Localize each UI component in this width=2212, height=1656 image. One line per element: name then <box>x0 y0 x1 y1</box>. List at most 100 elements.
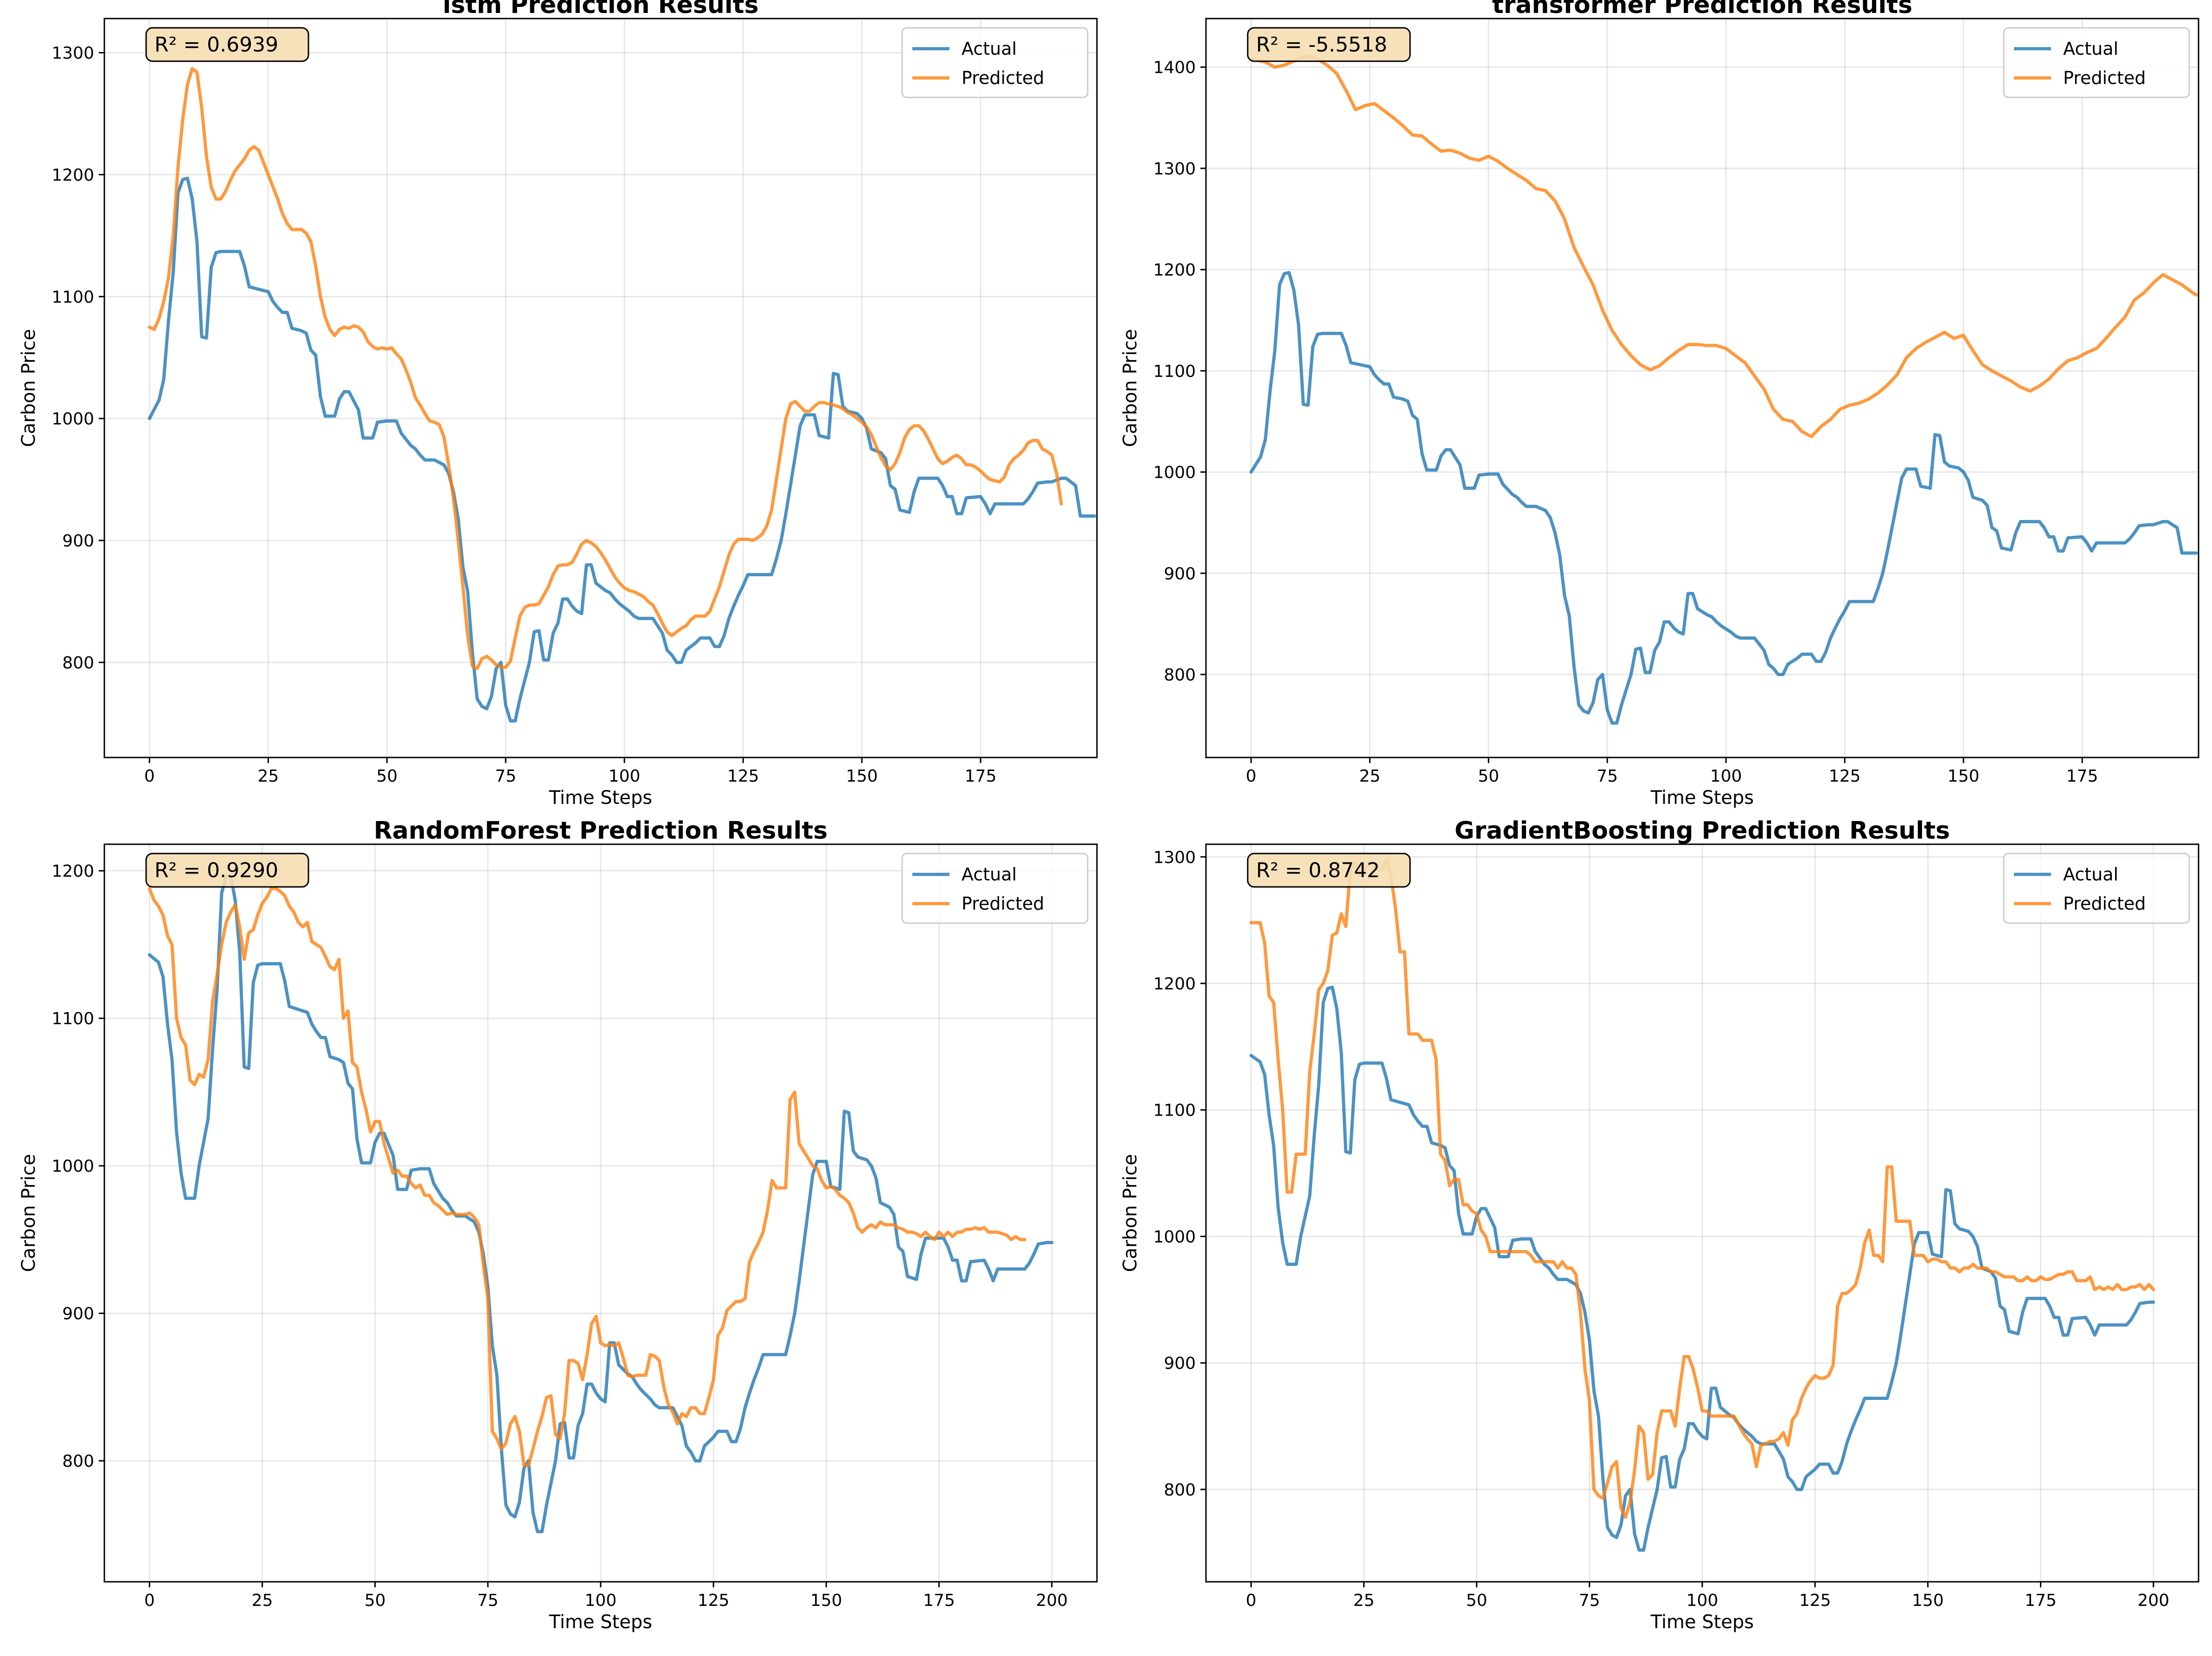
subplot-3: 0 25 50 75 100 125 150 175 200 800 900 1000 1100 1200… <box>18 817 1098 1633</box>
x-tick-label: 200 <box>2137 1591 2169 1610</box>
x-tick-label: 75 <box>477 1591 499 1610</box>
y-tick-label: 1000 <box>1153 1227 1196 1246</box>
x-tick-label: 175 <box>2025 1591 2057 1610</box>
x-tick-label: 25 <box>1353 1591 1375 1610</box>
x-tick-label: 75 <box>495 767 516 786</box>
series-line-actual <box>147 176 1096 723</box>
series-line-predicted <box>1249 858 2155 1519</box>
series-line-predicted <box>147 886 1026 1467</box>
x-tick-label: 100 <box>1710 767 1742 786</box>
r2-annotation-box <box>1247 853 1411 888</box>
x-tick-label: 175 <box>923 1591 955 1610</box>
x-tick-label: 50 <box>1478 767 1499 786</box>
x-tick-label: 150 <box>810 1591 842 1610</box>
legend-label-actual: Actual <box>962 864 1017 885</box>
r2-annotation-box <box>1247 27 1411 62</box>
legend: Actual Predicted <box>901 27 1089 98</box>
series-line-actual <box>1249 271 2198 725</box>
legend-frame <box>2003 27 2190 98</box>
plot-area <box>104 844 1097 1582</box>
x-axis-label: Time Steps <box>549 1611 653 1633</box>
x-tick-label: 125 <box>1799 1591 1831 1610</box>
x-tick-label: 150 <box>1948 767 1980 786</box>
y-tick-label: 1300 <box>1153 848 1196 867</box>
x-tick-label: 0 <box>144 1591 155 1610</box>
x-axis-label: Time Steps <box>1650 787 1754 809</box>
x-tick-label: 25 <box>252 1591 273 1610</box>
x-tick-label: 200 <box>1036 1591 1068 1610</box>
x-tick-label: 0 <box>1246 767 1257 786</box>
legend-frame <box>901 27 1089 98</box>
legend-label-actual: Actual <box>962 39 1017 59</box>
y-tick-label: 1200 <box>51 862 94 881</box>
subplot-title: transformer Prediction Results <box>1492 0 1912 19</box>
legend-frame <box>2003 853 2190 924</box>
y-tick-label: 1100 <box>51 1009 94 1028</box>
subplot-4: 0 25 50 75 100 125 150 175 200 800 900 1000 1100 1200… <box>1120 817 2199 1633</box>
y-axis-label: Carbon Price <box>18 329 39 447</box>
y-tick-label: 900 <box>62 1304 94 1323</box>
r2-annotation-text: R² = 0.6939 <box>154 33 278 57</box>
x-tick-label: 175 <box>965 767 997 786</box>
legend-label-actual: Actual <box>2063 39 2118 59</box>
subplot-title: lstm Prediction Results <box>442 0 758 19</box>
legend-frame <box>901 853 1089 924</box>
legend-label-predicted: Predicted <box>2063 893 2146 914</box>
y-tick-label: 1100 <box>51 288 94 307</box>
y-tick-label: 1000 <box>1153 463 1196 482</box>
x-tick-label: 150 <box>1912 1591 1944 1610</box>
y-tick-label: 1100 <box>1153 362 1196 381</box>
y-tick-label: 1300 <box>1153 160 1196 179</box>
x-axis-label: Time Steps <box>549 787 653 809</box>
subplot-2: 0 25 50 75 100 125 150 175 800 900 1000 1100 1200 130… <box>1120 0 2199 809</box>
series-line-actual <box>1249 985 2155 1552</box>
subplot-1: 0 25 50 75 100 125 150 175 800 900 1000 1100 1200 130… <box>18 0 1098 809</box>
x-tick-label: 100 <box>609 767 641 786</box>
x-tick-label: 125 <box>1829 767 1861 786</box>
x-tick-label: 50 <box>1466 1591 1487 1610</box>
legend-label-predicted: Predicted <box>962 68 1044 88</box>
r2-annotation-text: R² = -5.5518 <box>1256 33 1387 57</box>
series-line-predicted <box>147 67 1063 670</box>
y-tick-label: 800 <box>62 654 94 673</box>
r2-annotation-text: R² = 0.8742 <box>1256 859 1380 882</box>
y-tick-label: 1200 <box>1153 261 1196 280</box>
y-tick-label: 800 <box>1164 666 1196 685</box>
legend-label-predicted: Predicted <box>962 893 1044 914</box>
legend-label-actual: Actual <box>2063 864 2118 885</box>
y-tick-label: 800 <box>1164 1481 1196 1500</box>
y-tick-label: 1100 <box>1153 1101 1196 1120</box>
axes-frame <box>1205 18 2199 758</box>
r2-annotation-box <box>145 853 309 888</box>
x-tick-label: 150 <box>846 767 878 786</box>
x-tick-label: 125 <box>698 1591 730 1610</box>
x-tick-label: 125 <box>727 767 759 786</box>
y-axis-label: Carbon Price <box>1120 329 1141 447</box>
x-tick-label: 100 <box>585 1591 617 1610</box>
subplot-title: GradientBoosting Prediction Results <box>1455 817 1950 845</box>
x-tick-label: 0 <box>1246 1591 1257 1610</box>
x-tick-label: 0 <box>144 767 155 786</box>
y-axis-label: Carbon Price <box>18 1154 39 1272</box>
plot-area <box>104 19 1097 757</box>
y-tick-label: 900 <box>62 532 94 551</box>
x-tick-label: 50 <box>376 767 398 786</box>
plot-area <box>1206 844 2199 1582</box>
y-tick-label: 900 <box>1164 565 1196 584</box>
x-tick-label: 100 <box>1686 1591 1718 1610</box>
x-axis-label: Time Steps <box>1650 1611 1754 1633</box>
x-tick-label: 50 <box>365 1591 386 1610</box>
y-tick-label: 1200 <box>51 166 94 185</box>
y-tick-label: 1200 <box>1153 975 1196 994</box>
x-tick-label: 25 <box>257 767 279 786</box>
series-line-predicted <box>1249 54 2198 438</box>
x-tick-label: 175 <box>2066 767 2098 786</box>
y-tick-label: 800 <box>62 1452 94 1471</box>
x-tick-label: 25 <box>1359 767 1380 786</box>
y-tick-label: 1000 <box>51 410 94 429</box>
plot-area <box>1206 19 2199 757</box>
y-tick-label: 900 <box>1164 1354 1196 1373</box>
legend: Actual Predicted <box>2003 27 2190 98</box>
subplot-title: RandomForest Prediction Results <box>374 817 828 845</box>
